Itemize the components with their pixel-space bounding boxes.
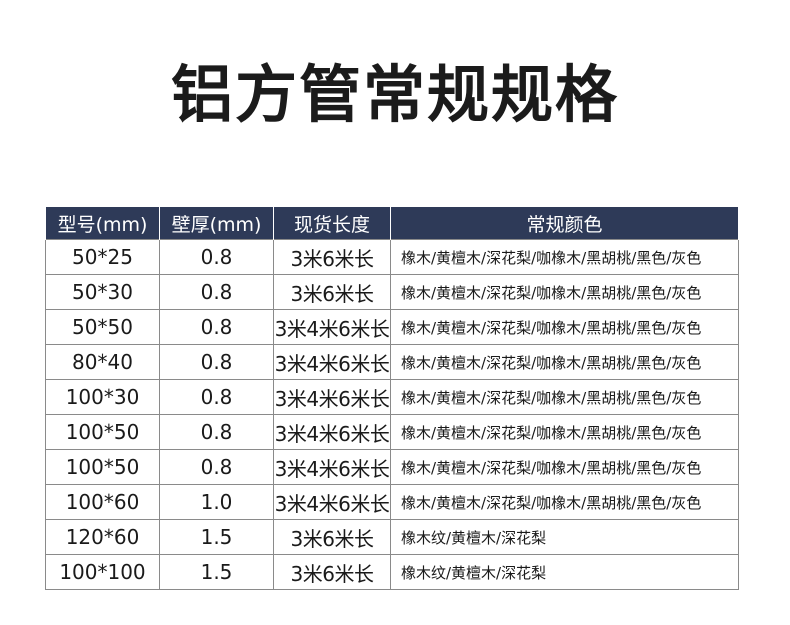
cell-thickness: 1.5 — [159, 554, 274, 590]
table-row: 100*30 0.8 3米4米6米长 橡木/黄檀木/深花梨/咖橡木/黑胡桃/黑色… — [45, 379, 739, 415]
table-row: 50*25 0.8 3米6米长 橡木/黄檀木/深花梨/咖橡木/黑胡桃/黑色/灰色 — [45, 239, 739, 275]
cell-thickness: 0.8 — [159, 379, 274, 415]
header-colors: 常规颜色 — [390, 206, 739, 240]
spec-table: 型号(mm) 壁厚(mm) 现货长度 常规颜色 50*25 0.8 3米6米长 … — [45, 206, 739, 590]
table-row: 100*100 1.5 3米6米长 橡木纹/黄檀木/深花梨 — [45, 554, 739, 590]
table-row: 50*50 0.8 3米4米6米长 橡木/黄檀木/深花梨/咖橡木/黑胡桃/黑色/… — [45, 309, 739, 345]
cell-length: 3米6米长 — [273, 519, 391, 555]
cell-colors: 橡木/黄檀木/深花梨/咖橡木/黑胡桃/黑色/灰色 — [390, 239, 739, 275]
table-row: 50*30 0.8 3米6米长 橡木/黄檀木/深花梨/咖橡木/黑胡桃/黑色/灰色 — [45, 274, 739, 310]
cell-colors: 橡木/黄檀木/深花梨/咖橡木/黑胡桃/黑色/灰色 — [390, 344, 739, 380]
cell-thickness: 1.0 — [159, 484, 274, 520]
cell-thickness: 0.8 — [159, 344, 274, 380]
cell-model: 50*25 — [45, 239, 160, 275]
cell-model: 100*60 — [45, 484, 160, 520]
cell-model: 80*40 — [45, 344, 160, 380]
cell-model: 50*30 — [45, 274, 160, 310]
cell-length: 3米4米6米长 — [273, 414, 391, 450]
cell-thickness: 1.5 — [159, 519, 274, 555]
cell-length: 3米4米6米长 — [273, 379, 391, 415]
cell-colors: 橡木/黄檀木/深花梨/咖橡木/黑胡桃/黑色/灰色 — [390, 309, 739, 345]
table-row: 100*50 0.8 3米4米6米长 橡木/黄檀木/深花梨/咖橡木/黑胡桃/黑色… — [45, 449, 739, 485]
table-row: 80*40 0.8 3米4米6米长 橡木/黄檀木/深花梨/咖橡木/黑胡桃/黑色/… — [45, 344, 739, 380]
cell-colors: 橡木/黄檀木/深花梨/咖橡木/黑胡桃/黑色/灰色 — [390, 414, 739, 450]
cell-length: 3米4米6米长 — [273, 344, 391, 380]
cell-length: 3米4米6米长 — [273, 309, 391, 345]
cell-model: 100*100 — [45, 554, 160, 590]
cell-length: 3米4米6米长 — [273, 484, 391, 520]
cell-length: 3米6米长 — [273, 239, 391, 275]
page-title: 铝方管常规规格 — [170, 58, 619, 131]
table-row: 100*50 0.8 3米4米6米长 橡木/黄檀木/深花梨/咖橡木/黑胡桃/黑色… — [45, 414, 739, 450]
cell-colors: 橡木纹/黄檀木/深花梨 — [390, 519, 739, 555]
table-row: 120*60 1.5 3米6米长 橡木纹/黄檀木/深花梨 — [45, 519, 739, 555]
header-stock-length: 现货长度 — [273, 206, 391, 240]
table-body: 50*25 0.8 3米6米长 橡木/黄檀木/深花梨/咖橡木/黑胡桃/黑色/灰色… — [45, 239, 739, 590]
header-wall-thickness: 壁厚(mm) — [159, 206, 274, 240]
cell-thickness: 0.8 — [159, 414, 274, 450]
cell-length: 3米4米6米长 — [273, 449, 391, 485]
header-model: 型号(mm) — [45, 206, 160, 240]
cell-model: 100*50 — [45, 414, 160, 450]
cell-model: 100*30 — [45, 379, 160, 415]
cell-colors: 橡木纹/黄檀木/深花梨 — [390, 554, 739, 590]
cell-colors: 橡木/黄檀木/深花梨/咖橡木/黑胡桃/黑色/灰色 — [390, 274, 739, 310]
table-header-row: 型号(mm) 壁厚(mm) 现货长度 常规颜色 — [45, 206, 739, 240]
cell-thickness: 0.8 — [159, 309, 274, 345]
cell-model: 120*60 — [45, 519, 160, 555]
cell-model: 50*50 — [45, 309, 160, 345]
cell-colors: 橡木/黄檀木/深花梨/咖橡木/黑胡桃/黑色/灰色 — [390, 484, 739, 520]
cell-model: 100*50 — [45, 449, 160, 485]
cell-thickness: 0.8 — [159, 274, 274, 310]
cell-colors: 橡木/黄檀木/深花梨/咖橡木/黑胡桃/黑色/灰色 — [390, 379, 739, 415]
cell-length: 3米6米长 — [273, 554, 391, 590]
cell-thickness: 0.8 — [159, 449, 274, 485]
cell-colors: 橡木/黄檀木/深花梨/咖橡木/黑胡桃/黑色/灰色 — [390, 449, 739, 485]
cell-thickness: 0.8 — [159, 239, 274, 275]
cell-length: 3米6米长 — [273, 274, 391, 310]
table-row: 100*60 1.0 3米4米6米长 橡木/黄檀木/深花梨/咖橡木/黑胡桃/黑色… — [45, 484, 739, 520]
